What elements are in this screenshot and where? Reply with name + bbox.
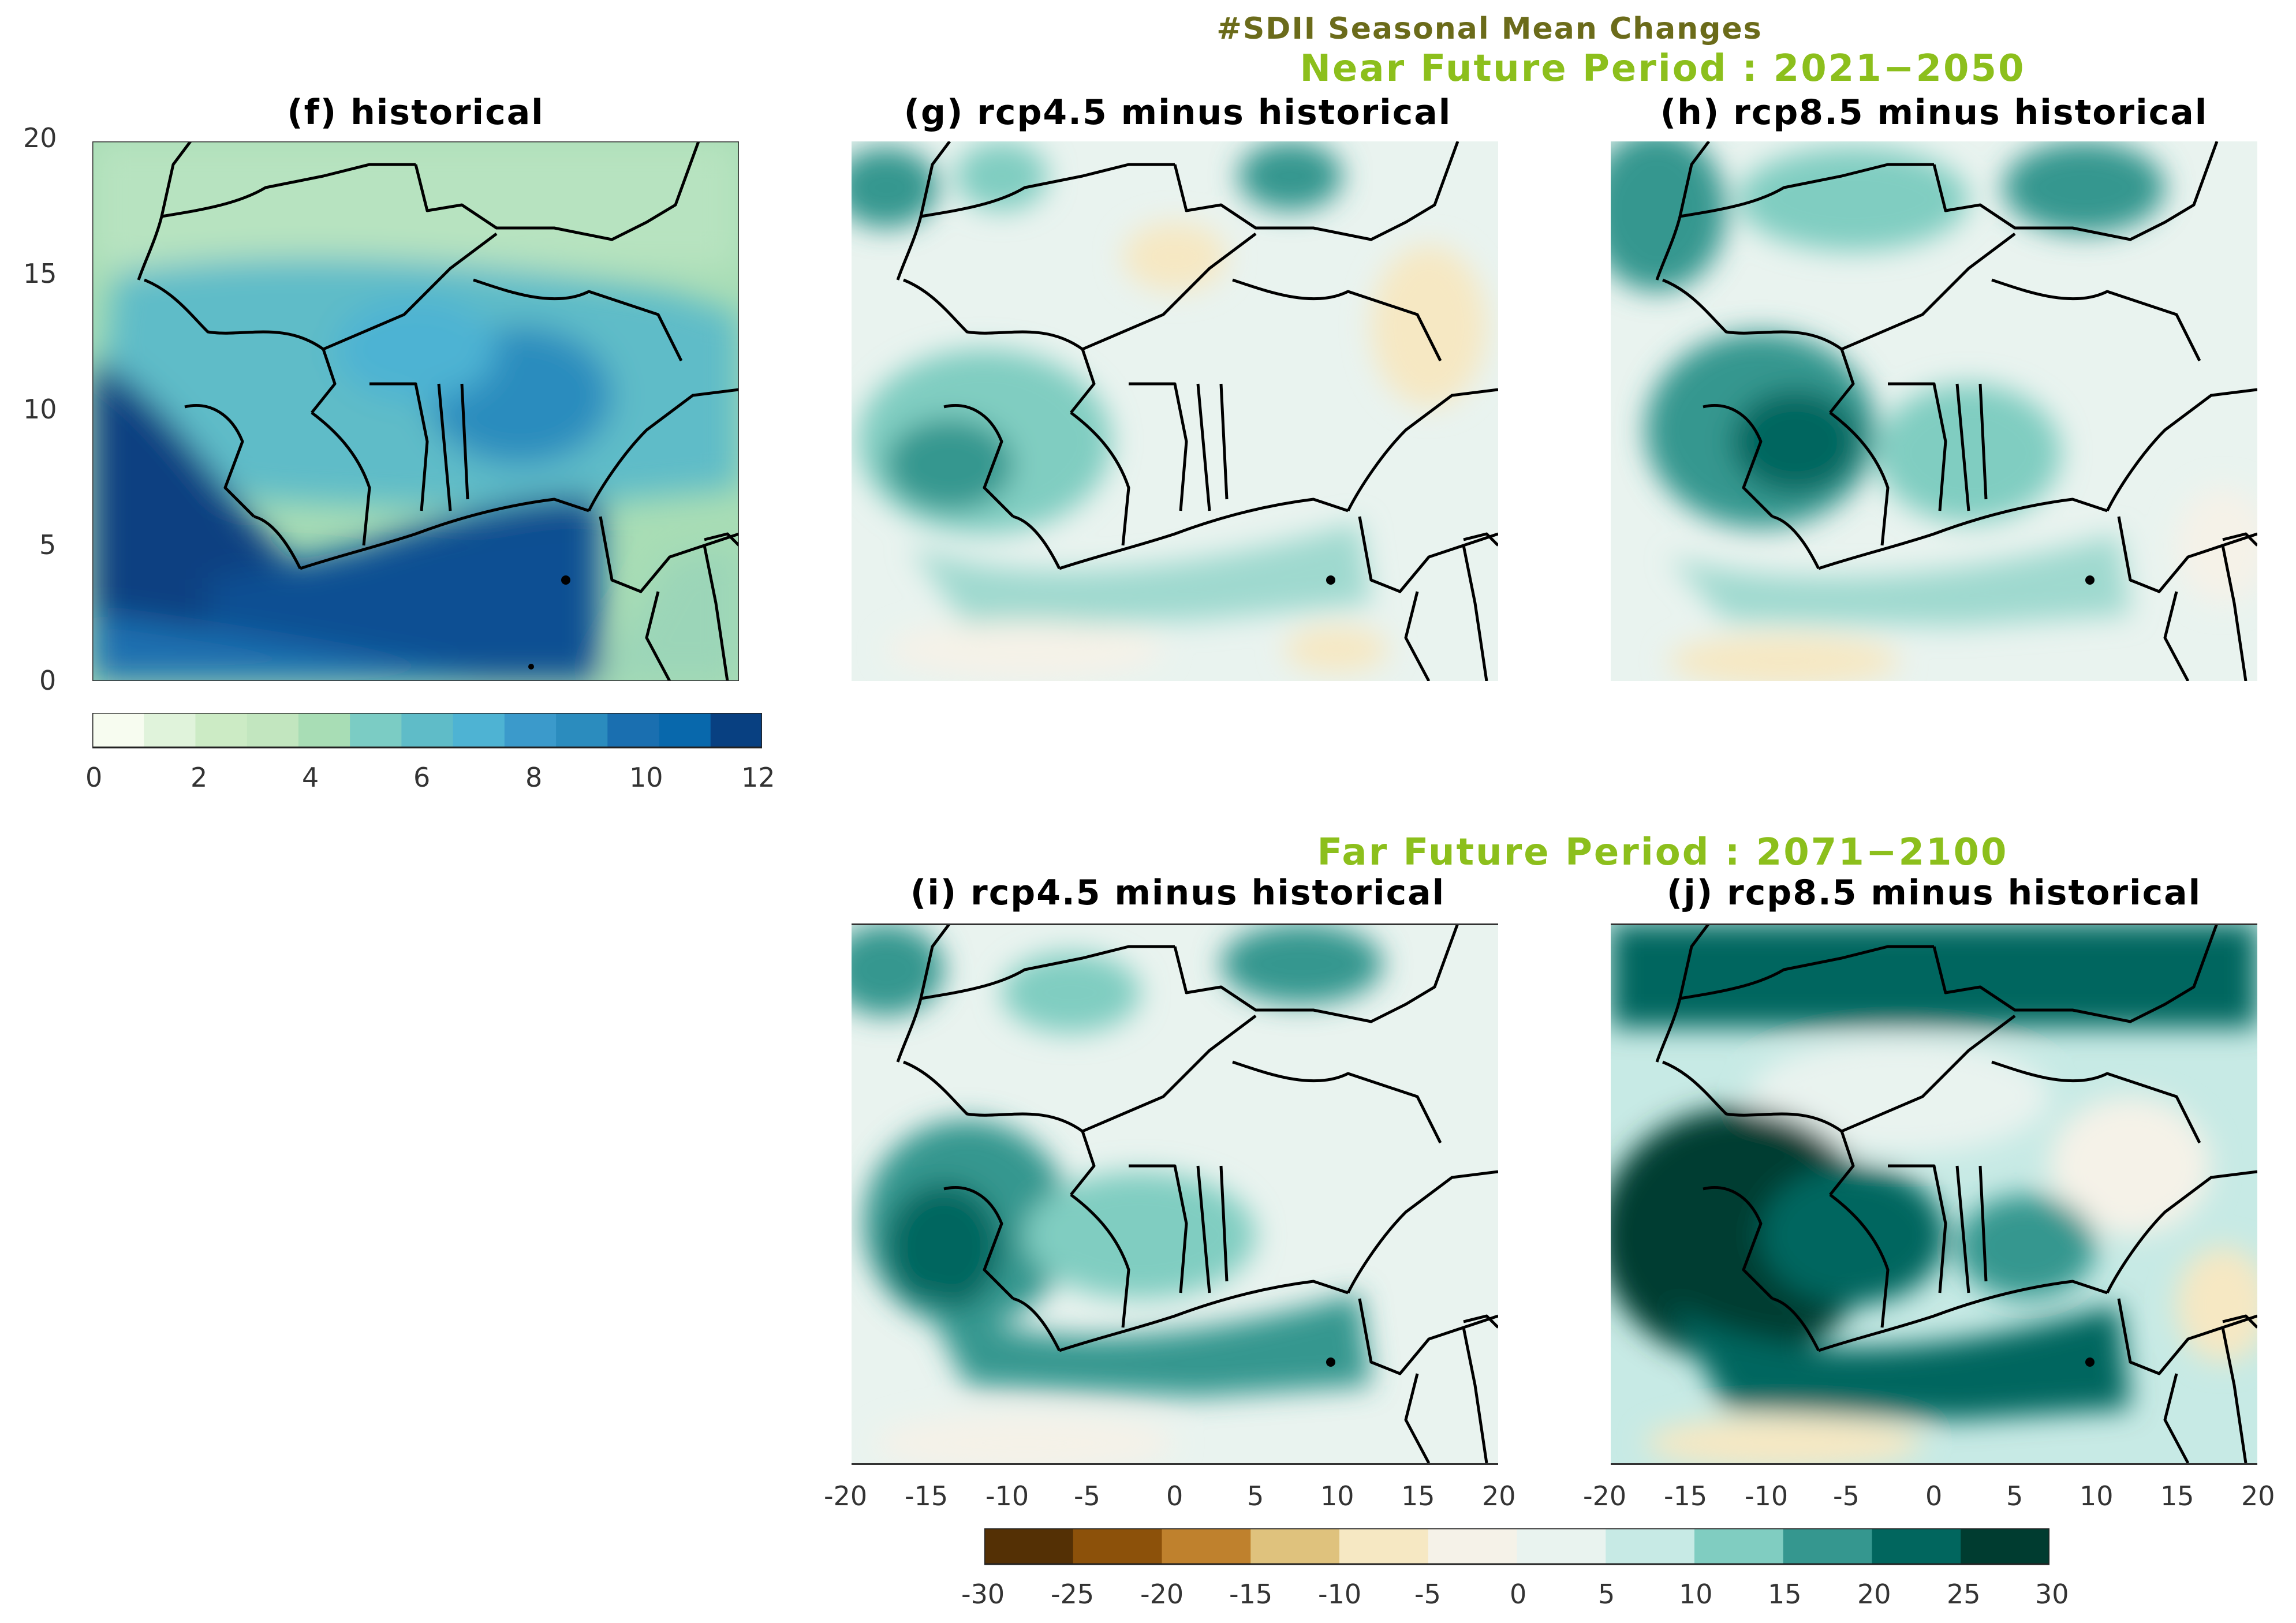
cb-hist-tick-6: 6 <box>413 762 431 793</box>
colorbar-swatch <box>144 713 196 747</box>
x-tick: 10 <box>1320 1480 1354 1512</box>
x-tick: 20 <box>2241 1480 2275 1512</box>
cb-change-tick: 15 <box>1768 1579 1802 1610</box>
colorbar-swatch <box>401 713 454 747</box>
panel-f-title: (f) historical <box>287 92 544 133</box>
colorbar-swatch <box>298 713 350 747</box>
panel-f-map <box>92 141 739 681</box>
panel-g-map <box>852 141 1498 681</box>
panel-j-map <box>1611 923 2257 1463</box>
historical-colorbar <box>92 713 762 749</box>
y-tick-5: 5 <box>39 529 57 560</box>
x-tick: -15 <box>905 1480 949 1512</box>
x-tick: -20 <box>824 1480 868 1512</box>
cb-change-tick: 20 <box>1857 1579 1891 1610</box>
colorbar-swatch <box>607 713 660 747</box>
cb-hist-tick-4: 4 <box>302 762 319 793</box>
panel-i-title: (i) rcp4.5 minus historical <box>910 873 1446 913</box>
cb-change-tick: -25 <box>1051 1579 1095 1610</box>
cb-hist-tick-12: 12 <box>741 762 775 793</box>
cb-hist-tick-2: 2 <box>191 762 208 793</box>
colorbar-swatch <box>1073 1528 1163 1564</box>
colorbar-swatch <box>1783 1528 1873 1564</box>
colorbar-swatch <box>710 713 762 747</box>
change-colorbar-ticks: -30 -25 -20 -15 -10 -5 0 5 10 15 20 25 3… <box>961 1579 2069 1613</box>
panel-i-x-ticks: -20 -15 -10 -5 0 5 10 15 20 <box>824 1480 1516 1515</box>
x-tick: 0 <box>1925 1480 1943 1512</box>
x-tick: 20 <box>1482 1480 1516 1512</box>
x-tick: 5 <box>1247 1480 1264 1512</box>
colorbar-swatch <box>556 713 608 747</box>
cb-change-tick: 10 <box>1679 1579 1713 1610</box>
y-tick-20: 20 <box>23 122 57 154</box>
historical-colorbar-ticks: 0 2 4 6 8 10 12 <box>85 762 775 796</box>
colorbar-swatch <box>659 713 711 747</box>
x-tick: 15 <box>2160 1480 2194 1512</box>
panel-i-x-axis <box>852 1463 1498 1465</box>
colorbar-swatch <box>1694 1528 1784 1564</box>
far-future-period-title: Far Future Period : 2071−2100 <box>1317 831 2008 874</box>
x-tick: -10 <box>985 1480 1029 1512</box>
colorbar-swatch <box>1606 1528 1695 1564</box>
x-tick: 0 <box>1166 1480 1184 1512</box>
cb-change-tick: -15 <box>1229 1579 1273 1610</box>
colorbar-swatch <box>1428 1528 1518 1564</box>
panel-h-title: (h) rcp8.5 minus historical <box>1660 92 2208 133</box>
x-tick: 15 <box>1401 1480 1435 1512</box>
cb-change-tick: 5 <box>1598 1579 1615 1610</box>
x-tick: 10 <box>2080 1480 2114 1512</box>
near-future-period-title: Near Future Period : 2021−2050 <box>1300 47 2026 90</box>
colorbar-swatch <box>92 713 144 747</box>
change-colorbar <box>984 1528 2049 1565</box>
panel-j-title: (j) rcp8.5 minus historical <box>1666 873 2202 913</box>
cb-hist-tick-0: 0 <box>85 762 103 793</box>
panel-i-top-axis <box>852 923 1498 925</box>
x-tick: -20 <box>1583 1480 1627 1512</box>
x-tick: -15 <box>1664 1480 1708 1512</box>
colorbar-swatch <box>1162 1528 1251 1564</box>
colorbar-swatch <box>247 713 299 747</box>
panel-j-top-axis <box>1611 923 2257 925</box>
colorbar-swatch <box>1961 1528 2049 1564</box>
colorbar-swatch <box>1517 1528 1606 1564</box>
colorbar-swatch <box>453 713 505 747</box>
cb-change-tick: -5 <box>1414 1579 1441 1610</box>
panel-g-title: (g) rcp4.5 minus historical <box>904 92 1452 133</box>
cb-change-tick: -20 <box>1140 1579 1184 1610</box>
panel-i-map <box>852 923 1498 1463</box>
colorbar-swatch <box>504 713 557 747</box>
cb-change-tick: -30 <box>961 1579 1005 1610</box>
x-tick: -5 <box>1833 1480 1860 1512</box>
y-tick-0: 0 <box>39 665 57 696</box>
cb-change-tick: 30 <box>2035 1579 2069 1610</box>
colorbar-swatch <box>195 713 248 747</box>
colorbar-swatch <box>1872 1528 1961 1564</box>
cb-change-tick: 25 <box>1947 1579 1981 1610</box>
figure-suptitle: #SDII Seasonal Mean Changes <box>1216 12 1763 46</box>
cb-hist-tick-8: 8 <box>525 762 543 793</box>
x-tick: 5 <box>2006 1480 2024 1512</box>
y-tick-10: 10 <box>23 394 57 425</box>
cb-change-tick: -10 <box>1318 1579 1362 1610</box>
panel-h-map <box>1611 141 2257 681</box>
panel-j-x-axis <box>1611 1463 2257 1465</box>
cb-change-tick: 0 <box>1510 1579 1527 1610</box>
colorbar-swatch <box>1339 1528 1429 1564</box>
x-tick: -10 <box>1745 1480 1789 1512</box>
panel-j-x-ticks: -20 -15 -10 -5 0 5 10 15 20 <box>1583 1480 2275 1515</box>
x-tick: -5 <box>1074 1480 1100 1512</box>
colorbar-swatch <box>984 1528 1074 1564</box>
cb-hist-tick-10: 10 <box>629 762 663 793</box>
colorbar-swatch <box>1250 1528 1340 1564</box>
colorbar-swatch <box>350 713 402 747</box>
y-tick-15: 15 <box>23 258 57 289</box>
